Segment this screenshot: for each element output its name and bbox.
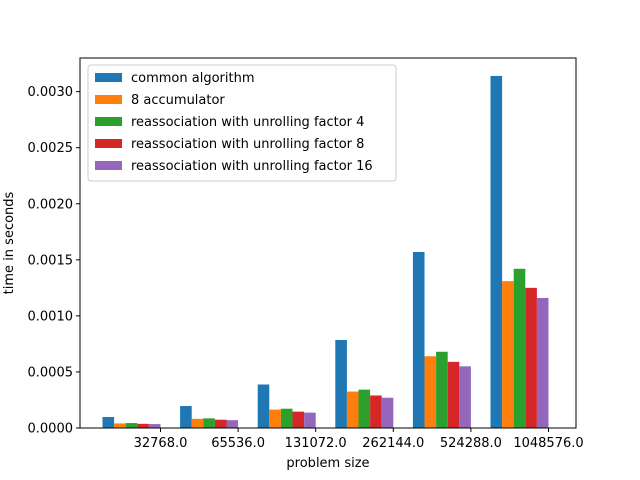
bar-series2-cat5 xyxy=(424,356,437,428)
legend-label-2: 8 accumulator xyxy=(131,93,225,108)
bar-series3-cat5 xyxy=(436,351,448,428)
y-tick-label-6: 0.0030 xyxy=(28,85,74,100)
x-tick-label-4: 524288.0 xyxy=(440,436,502,451)
bar-series4-cat6 xyxy=(525,287,537,428)
bar-series1-cat6 xyxy=(490,75,503,428)
plot-frame xyxy=(79,57,577,429)
bar-series1-cat5 xyxy=(412,251,425,428)
legend-swatch-4 xyxy=(95,139,122,148)
legend-swatch-3 xyxy=(95,117,122,126)
bar-series3-cat1 xyxy=(125,423,138,428)
legend-label-1: common algorithm xyxy=(131,71,255,86)
bar-series2-cat3 xyxy=(269,409,281,428)
bar-series1-cat3 xyxy=(257,384,270,428)
bar-series5-cat5 xyxy=(459,366,471,428)
y-tick-label-2: 0.0010 xyxy=(28,309,74,324)
x-tick-label-3: 262144.0 xyxy=(362,436,424,451)
bar-series2-cat4 xyxy=(346,391,359,428)
bar-series5-cat6 xyxy=(536,297,549,428)
bar-series4-cat5 xyxy=(447,361,460,428)
y-axis-ticks: 0.0000 0.0005 0.0010 0.0015 0.0020 0.0025 0.00… xyxy=(28,85,80,437)
bar-series4-cat1 xyxy=(137,423,149,428)
bar-series2-cat6 xyxy=(502,281,514,428)
bar-series5-cat1 xyxy=(148,424,161,428)
legend-swatch-5 xyxy=(95,161,122,170)
bar-series1-cat2 xyxy=(180,406,192,428)
legend-label-3: reassociation with unrolling factor 4 xyxy=(131,115,364,130)
y-tick-label-0: 0.0000 xyxy=(28,422,74,437)
bar-series5-cat3 xyxy=(304,412,316,428)
legend: common algorithm 8 accumulator reassociati… xyxy=(87,64,397,182)
bar-series3-cat2 xyxy=(203,418,215,428)
y-tick-label-1: 0.0005 xyxy=(28,365,74,380)
bar-series2-cat1 xyxy=(114,423,126,428)
x-tick-label-1: 65536.0 xyxy=(211,436,265,451)
x-axis-ticks: 32768.0 65536.0 131072.0 262144.0 524288.0 10… xyxy=(134,428,584,451)
legend-label-4: reassociation with unrolling factor 8 xyxy=(131,137,364,152)
legend-label-5: reassociation with unrolling factor 16 xyxy=(131,159,373,174)
x-tick-label-5: 1048576.0 xyxy=(513,436,583,451)
x-axis-label: problem size xyxy=(286,456,369,471)
bar-series3-cat4 xyxy=(358,389,371,428)
legend-swatch-1 xyxy=(95,73,122,82)
bar-series4-cat4 xyxy=(370,395,382,428)
bar-series4-cat2 xyxy=(214,419,227,428)
bar-series5-cat2 xyxy=(226,420,239,428)
bar-series5-cat4 xyxy=(381,397,394,428)
bar-series2-cat2 xyxy=(191,418,204,428)
y-tick-label-3: 0.0015 xyxy=(28,253,74,268)
bar-series1-cat4 xyxy=(335,339,347,428)
bar-series4-cat3 xyxy=(292,411,305,428)
bars-layer xyxy=(102,75,549,428)
legend-box xyxy=(87,64,397,182)
bar-series3-cat3 xyxy=(280,408,293,428)
legend-swatch-2 xyxy=(95,95,122,104)
x-tick-label-2: 131072.0 xyxy=(285,436,347,451)
y-tick-label-4: 0.0020 xyxy=(28,197,74,212)
x-tick-label-0: 32768.0 xyxy=(134,436,188,451)
bar-series1-cat1 xyxy=(102,417,115,428)
y-tick-label-5: 0.0025 xyxy=(28,141,74,156)
bar-series3-cat6 xyxy=(513,268,526,428)
y-axis-label: time in seconds xyxy=(2,191,17,294)
